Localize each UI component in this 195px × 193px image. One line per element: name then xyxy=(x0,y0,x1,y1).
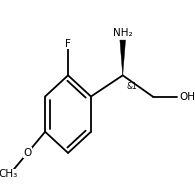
Text: F: F xyxy=(65,39,71,49)
Text: &1: &1 xyxy=(126,82,137,91)
Text: O: O xyxy=(23,148,32,158)
Text: CH₃: CH₃ xyxy=(0,169,18,179)
Text: OH: OH xyxy=(179,91,195,102)
Polygon shape xyxy=(120,40,126,75)
Text: NH₂: NH₂ xyxy=(113,28,133,38)
